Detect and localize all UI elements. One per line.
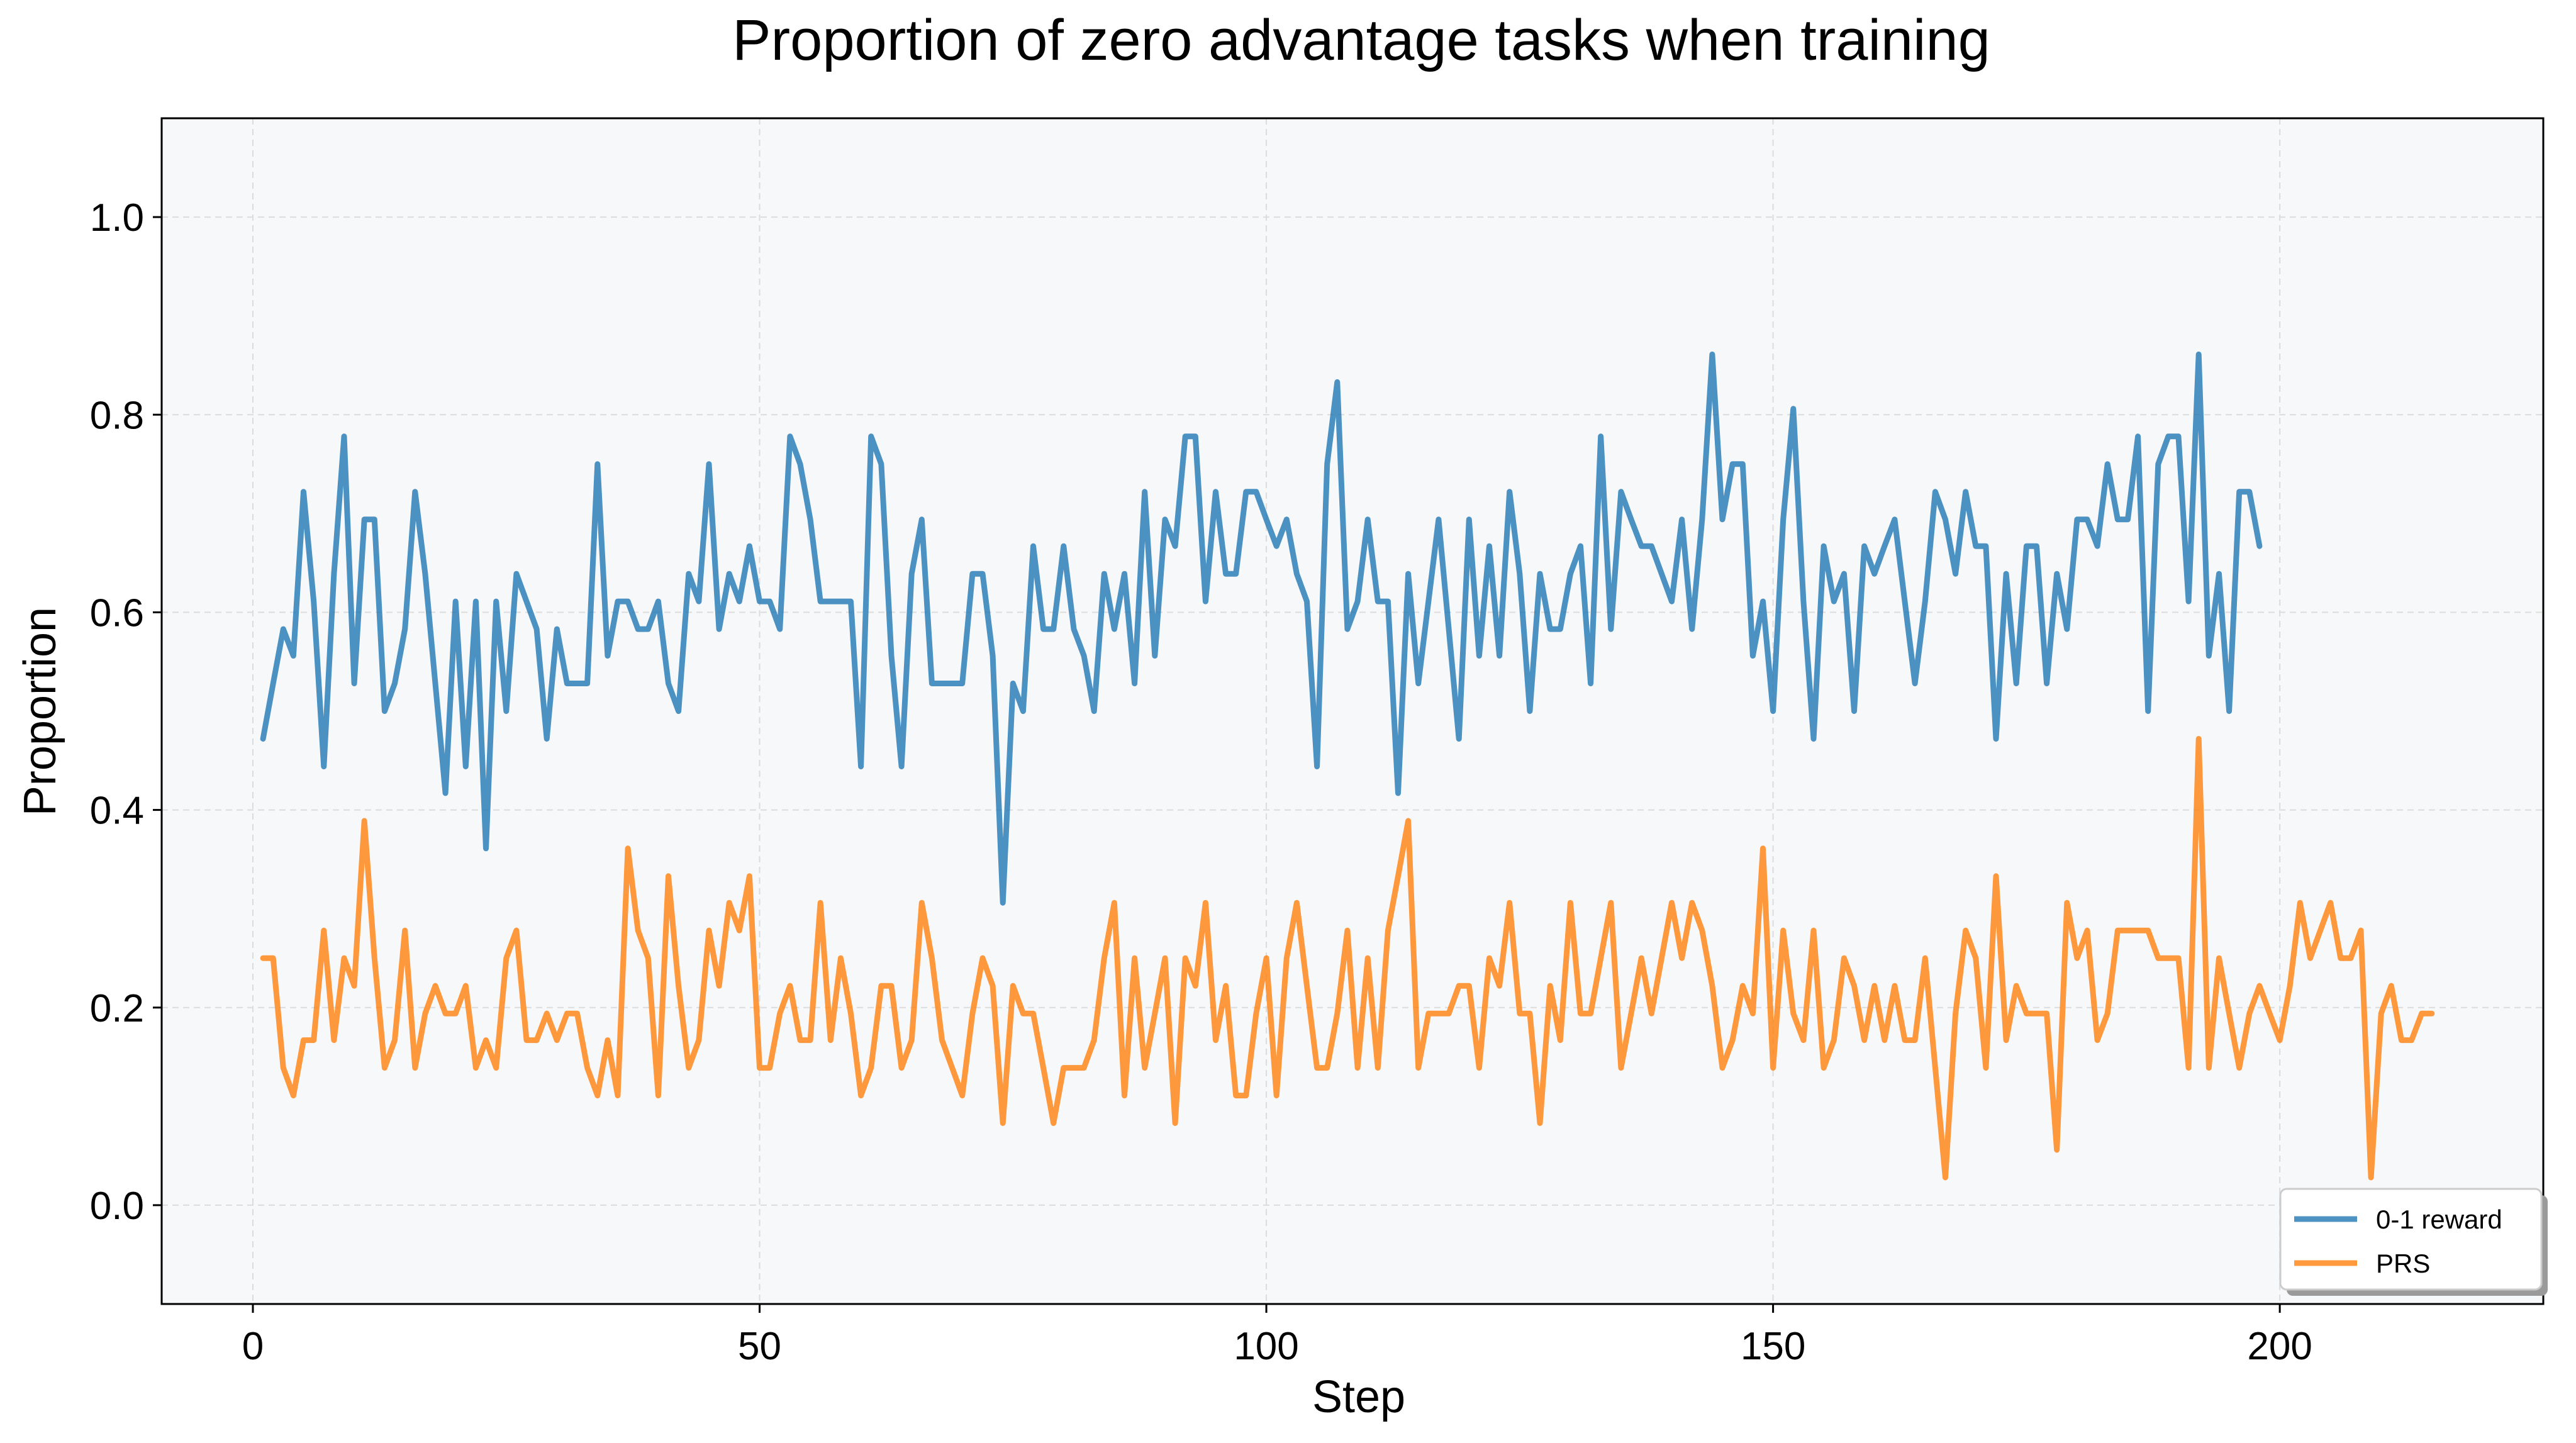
chart-title: Proportion of zero advantage tasks when … (732, 8, 1990, 72)
y-tick-label: 0.2 (90, 987, 144, 1030)
ticks: 0 50 100 150 200 0.0 0.2 0.4 0.6 0.8 1.0 (90, 196, 2312, 1368)
x-tick-label: 0 (242, 1325, 264, 1368)
plot-frame (160, 117, 2545, 1305)
grid (162, 118, 2543, 1304)
x-tick-label: 50 (738, 1325, 781, 1368)
y-tick-label: 0.0 (90, 1184, 144, 1228)
series-layer (260, 351, 2435, 1181)
y-axis-label: Proportion (15, 607, 65, 816)
y-tick-label: 0.4 (90, 789, 144, 833)
x-tick-label: 100 (1234, 1325, 1298, 1368)
plot-area (162, 118, 2543, 1304)
y-tick-label: 1.0 (90, 196, 144, 240)
legend-label: PRS (2376, 1249, 2430, 1278)
series-line-prs (260, 736, 2435, 1181)
series-line-reward (260, 351, 2263, 906)
x-tick-label: 200 (2247, 1325, 2312, 1368)
x-axis-label: Step (1312, 1372, 1405, 1422)
x-tick-label: 150 (1741, 1325, 1805, 1368)
legend: 0-1 reward PRS (2279, 1188, 2548, 1296)
y-tick-label: 0.6 (90, 591, 144, 635)
legend-label: 0-1 reward (2376, 1205, 2502, 1234)
y-tick-label: 0.8 (90, 394, 144, 437)
